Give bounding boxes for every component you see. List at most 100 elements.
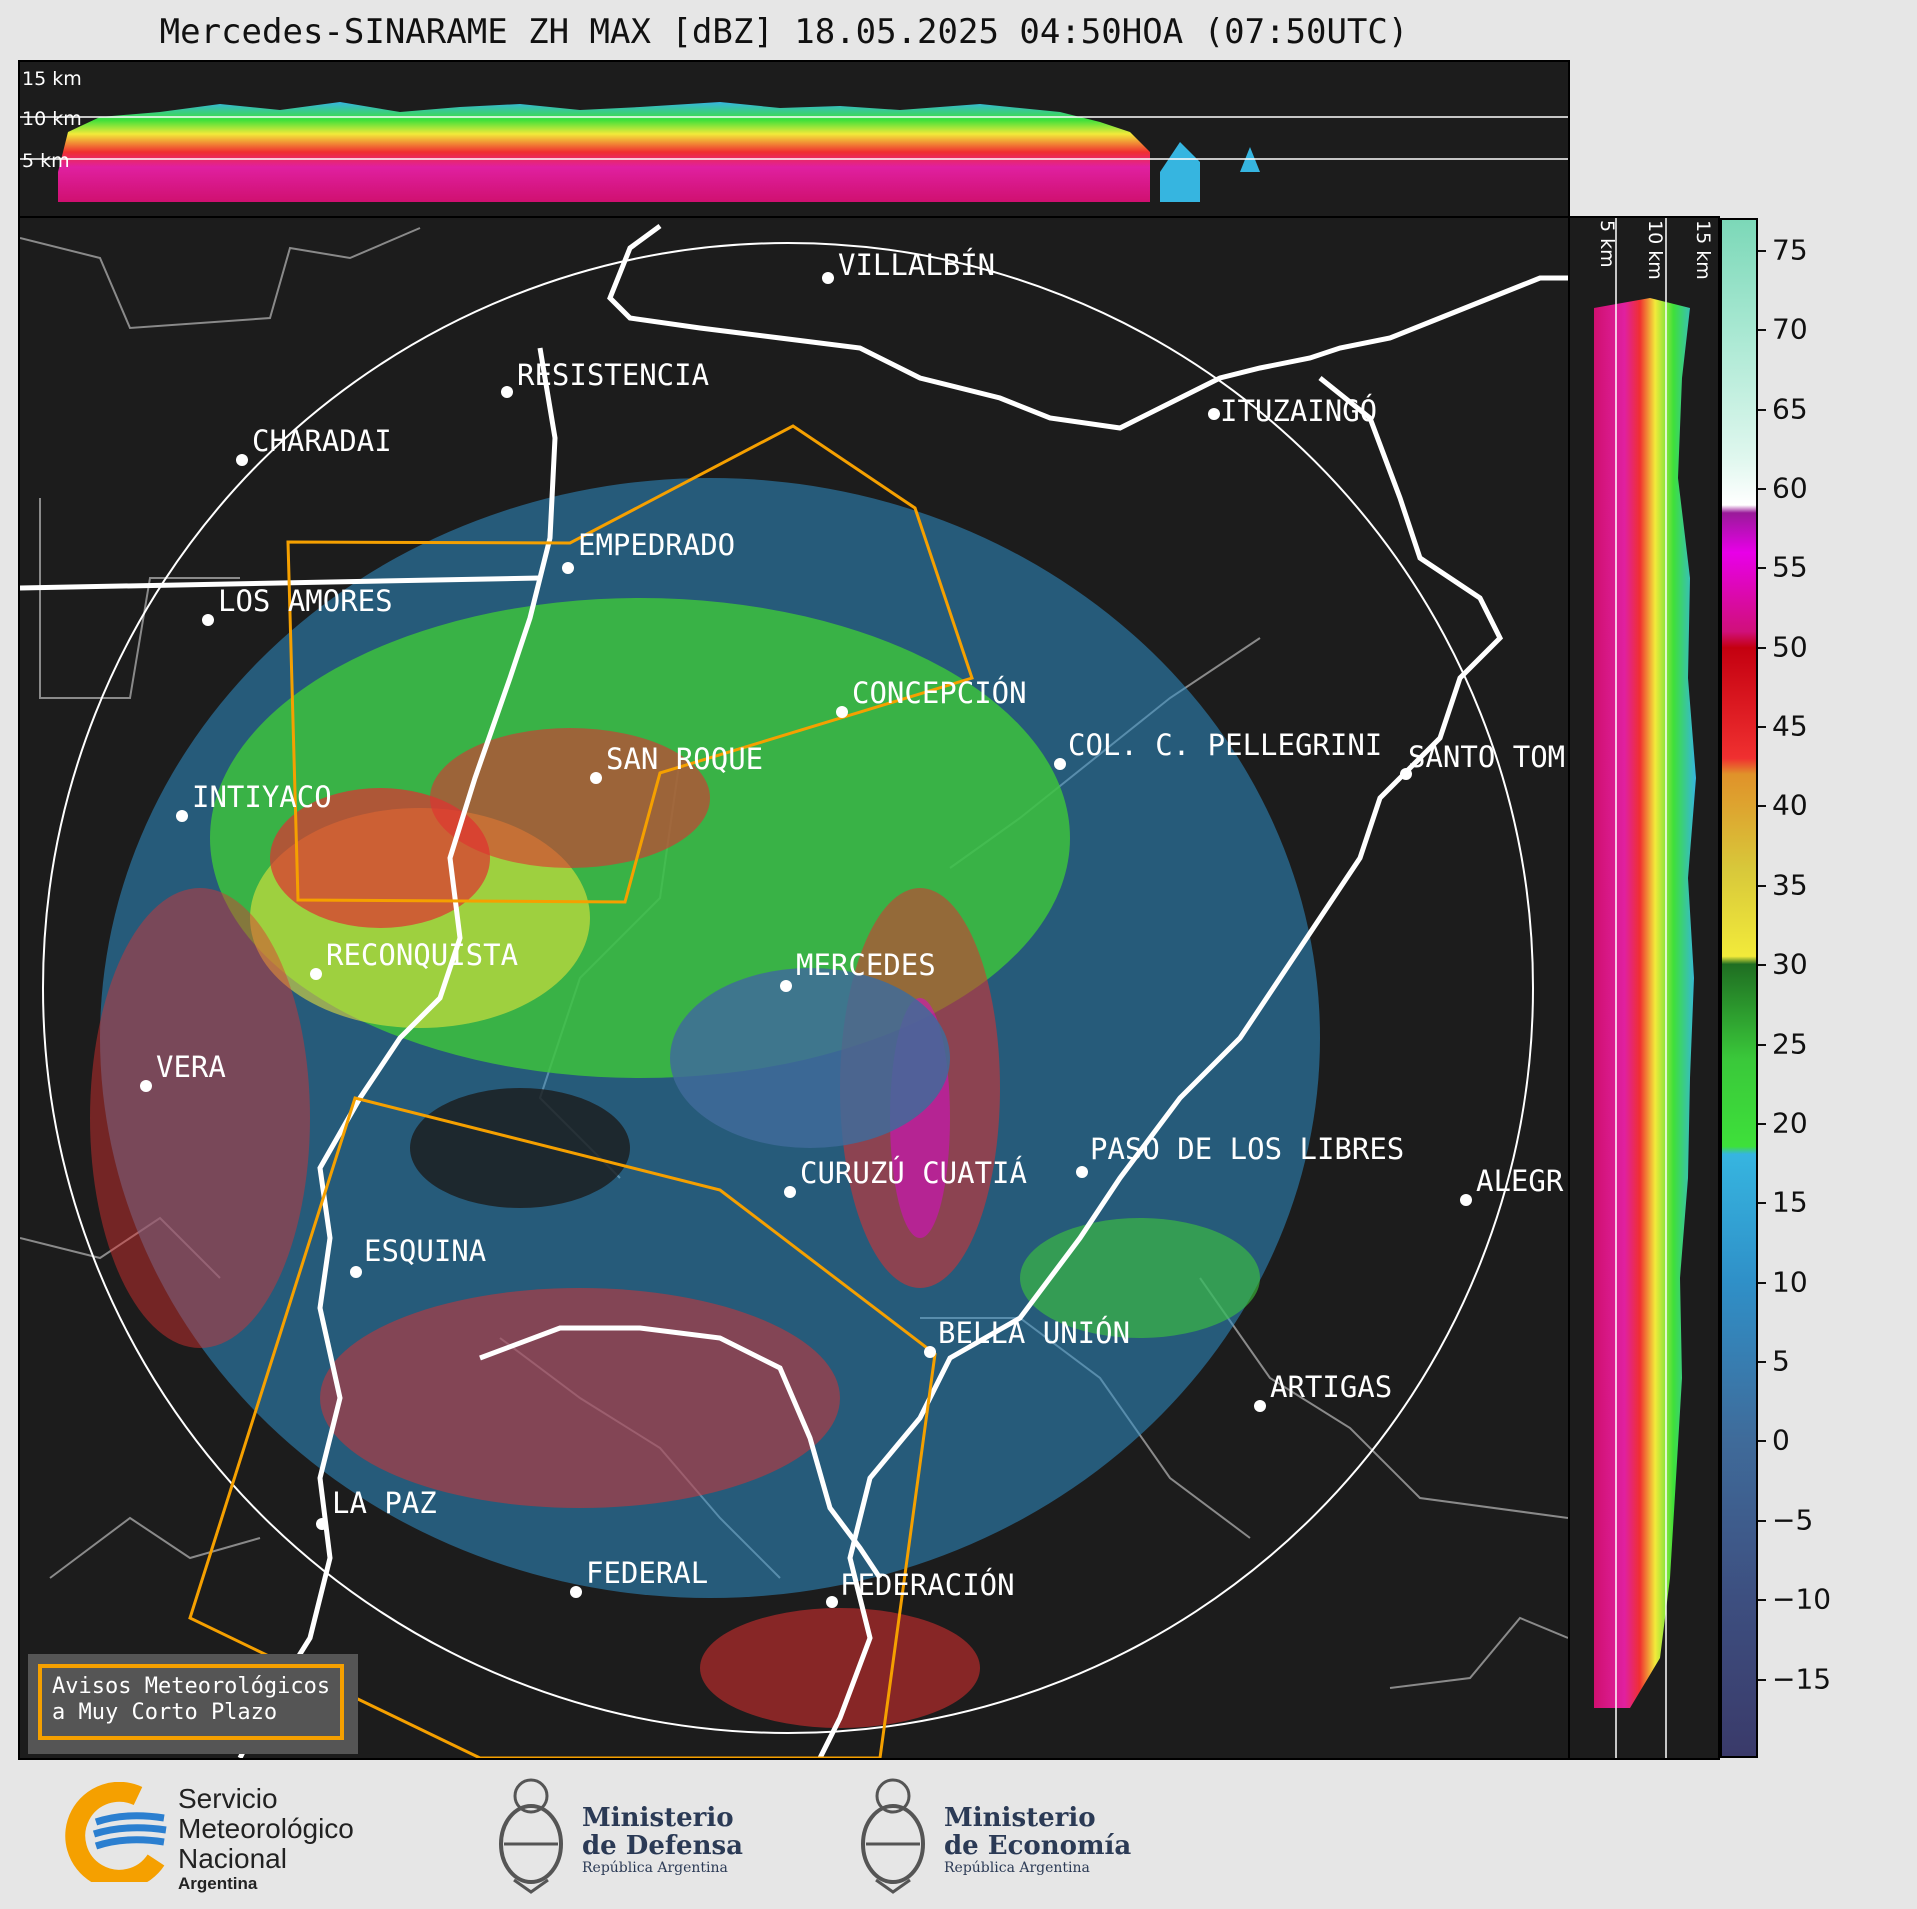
city-marker-paso-de-los-libres bbox=[1076, 1166, 1088, 1178]
city-marker-curuzu-cuatia bbox=[784, 1186, 796, 1198]
dbz-colorbar bbox=[1720, 218, 1758, 1758]
city-label-empedrado: EMPEDRADO bbox=[578, 528, 736, 562]
colorbar-tick-mark bbox=[1758, 1043, 1766, 1046]
economia-logo-text: Ministerio de Economía República Argenti… bbox=[944, 1804, 1131, 1876]
top-height-label-10: 10 km bbox=[22, 108, 82, 130]
city-marker-villalbin bbox=[822, 272, 834, 284]
top-cross-section-panel: 15 km 10 km 5 km bbox=[18, 60, 1570, 218]
economia-seal bbox=[856, 1772, 930, 1896]
defensa-line-1: Ministerio bbox=[582, 1803, 734, 1833]
city-marker-esquina bbox=[350, 1266, 362, 1278]
side-height-label-15: 15 km bbox=[1692, 220, 1714, 280]
side-height-label-10: 10 km bbox=[1644, 220, 1666, 280]
city-label-los-amores: LOS AMORES bbox=[218, 584, 393, 618]
radar-map-panel[interactable]: VILLALBÍN RESISTENCIA CHARADAI ITUZAINGÓ… bbox=[18, 216, 1570, 1760]
side-height-label-5: 5 km bbox=[1596, 220, 1618, 268]
smn-line-3: Nacional bbox=[178, 1843, 287, 1874]
colorbar-tick-label: −15 bbox=[1772, 1662, 1832, 1696]
colorbar-tick-label: 15 bbox=[1772, 1185, 1808, 1219]
colorbar-tick-label: 0 bbox=[1772, 1423, 1790, 1457]
smn-sub: Argentina bbox=[178, 1874, 258, 1893]
city-label-intiyaco: INTIYACO bbox=[192, 780, 332, 814]
argentine-seal-icon bbox=[861, 1778, 925, 1894]
colorbar-tick-mark bbox=[1758, 249, 1766, 252]
defensa-line-2: de Defensa bbox=[582, 1831, 743, 1861]
colorbar-tick-label: 30 bbox=[1772, 947, 1808, 981]
colorbar-tick-label: −5 bbox=[1772, 1503, 1814, 1537]
defensa-sub: República Argentina bbox=[582, 1860, 728, 1876]
city-label-artigas: ARTIGAS bbox=[1270, 1370, 1393, 1404]
colorbar-tick-label: 25 bbox=[1772, 1027, 1808, 1061]
city-label-resistencia: RESISTENCIA bbox=[517, 358, 710, 392]
city-label-santo-tome: SANTO TOM bbox=[1408, 740, 1566, 774]
colorbar-tick-mark bbox=[1758, 1202, 1766, 1205]
rivers-layer bbox=[20, 223, 1568, 1758]
colorbar-tick-mark bbox=[1758, 1122, 1766, 1125]
colorbar-tick-mark bbox=[1758, 567, 1766, 570]
colorbar-tick-label: 55 bbox=[1772, 550, 1808, 584]
city-label-col-c-pellegrini: COL. C. PELLEGRINI bbox=[1068, 728, 1383, 762]
economia-sub: República Argentina bbox=[944, 1860, 1090, 1876]
side-cross-section-panel: 5 km 10 km 15 km bbox=[1568, 216, 1720, 1760]
city-label-villalbin: VILLALBÍN bbox=[838, 248, 996, 282]
legend-line-2: a Muy Corto Plazo bbox=[52, 1700, 278, 1725]
city-marker-charadai bbox=[236, 454, 248, 466]
colorbar-tick-mark bbox=[1758, 1281, 1766, 1284]
colorbar-tick-mark bbox=[1758, 408, 1766, 411]
city-label-esquina: ESQUINA bbox=[364, 1234, 487, 1268]
city-label-paso-de-los-libres: PASO DE LOS LIBRES bbox=[1090, 1132, 1405, 1166]
economia-line-1: Ministerio bbox=[944, 1803, 1096, 1833]
city-label-mercedes: MERCEDES bbox=[796, 948, 936, 982]
smn-logo bbox=[56, 1781, 176, 1890]
colorbar-tick-label: 40 bbox=[1772, 788, 1808, 822]
city-marker-alegrete bbox=[1460, 1194, 1472, 1206]
city-marker-san-roque bbox=[590, 772, 602, 784]
argentine-seal-icon bbox=[499, 1778, 563, 1894]
chart-title: Mercedes-SINARAME ZH MAX [dBZ] 18.05.202… bbox=[159, 12, 1409, 52]
colorbar-tick-label: 20 bbox=[1772, 1106, 1808, 1140]
colorbar-tick-label: 10 bbox=[1772, 1265, 1808, 1299]
colorbar-tick-mark bbox=[1758, 1519, 1766, 1522]
economia-line-2: de Economía bbox=[944, 1831, 1132, 1861]
city-marker-empedrado bbox=[562, 562, 574, 574]
colorbar-tick-mark bbox=[1758, 1440, 1766, 1443]
city-label-curuzu-cuatia: CURUZÚ CUATIÁ bbox=[800, 1156, 1027, 1190]
colorbar-tick-mark bbox=[1758, 1678, 1766, 1681]
colorbar-tick-label: 60 bbox=[1772, 471, 1808, 505]
smn-line-1: Servicio bbox=[178, 1783, 278, 1814]
city-marker-bella-union bbox=[924, 1346, 936, 1358]
city-marker-santo-tome bbox=[1400, 768, 1412, 780]
colorbar-tick-label: 50 bbox=[1772, 630, 1808, 664]
city-marker-federacion bbox=[826, 1596, 838, 1608]
defensa-logo-text: Ministerio de Defensa República Argentin… bbox=[582, 1804, 743, 1876]
colorbar-tick-label: 5 bbox=[1772, 1344, 1790, 1378]
colorbar-tick-label: 45 bbox=[1772, 709, 1808, 743]
defensa-seal bbox=[494, 1772, 568, 1896]
city-label-reconquista: RECONQUISTA bbox=[326, 938, 519, 972]
colorbar-tick-mark bbox=[1758, 1361, 1766, 1364]
city-marker-resistencia bbox=[501, 386, 513, 398]
city-label-federal: FEDERAL bbox=[586, 1556, 709, 1590]
city-label-federacion: FEDERACIÓN bbox=[840, 1568, 1015, 1602]
top-cross-section-echoes bbox=[20, 102, 1568, 202]
city-label-charadai: CHARADAI bbox=[252, 424, 392, 458]
colorbar-tick-mark bbox=[1758, 884, 1766, 887]
top-height-label-5: 5 km bbox=[22, 150, 70, 172]
city-marker-la-paz bbox=[316, 1518, 328, 1530]
city-label-san-roque: SAN ROQUE bbox=[606, 742, 764, 776]
city-marker-reconquista bbox=[310, 968, 322, 980]
city-label-alegrete: ALEGR bbox=[1476, 1164, 1564, 1198]
city-marker-concepcion bbox=[836, 706, 848, 718]
city-label-bella-union: BELLA UNIÓN bbox=[938, 1316, 1131, 1350]
city-label-ituzaingo: ITUZAINGÓ bbox=[1220, 394, 1378, 428]
colorbar-tick-mark bbox=[1758, 726, 1766, 729]
side-cross-section-echoes bbox=[1594, 218, 1696, 1758]
city-marker-los-amores bbox=[202, 614, 214, 626]
warning-legend: Avisos Meteorológicos a Muy Corto Plazo bbox=[38, 1664, 344, 1740]
colorbar-tick-label: 75 bbox=[1772, 233, 1808, 267]
smn-logo-icon bbox=[65, 1781, 167, 1890]
city-marker-ituzaingo bbox=[1208, 408, 1220, 420]
colorbar-tick-label: 35 bbox=[1772, 868, 1808, 902]
city-label-concepcion: CONCEPCIÓN bbox=[852, 676, 1027, 710]
colorbar-tick-mark bbox=[1758, 487, 1766, 490]
